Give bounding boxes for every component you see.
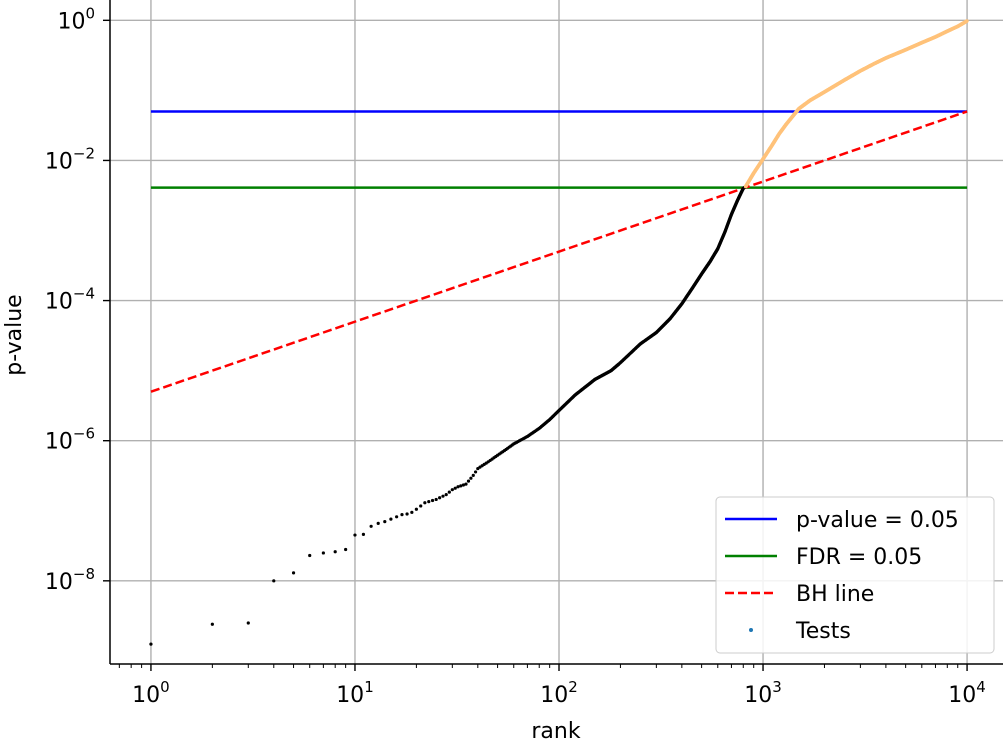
test-point	[473, 470, 478, 474]
x-axis-label: rank	[531, 719, 580, 743]
x-tick-label-base: 10	[744, 683, 772, 708]
test-point	[210, 622, 214, 626]
test-point	[333, 550, 337, 554]
axes-frame	[109, 0, 1003, 665]
test-point	[444, 493, 448, 497]
test-point	[434, 497, 438, 502]
test-point	[965, 19, 969, 23]
legend-swatch-tests	[749, 628, 753, 632]
y-tick-label: 100	[57, 4, 95, 34]
y-tick-label: 10−4	[45, 285, 95, 315]
test-point	[389, 517, 393, 521]
legend: p-value = 0.05 FDR = 0.05 BH line Tests	[715, 496, 995, 654]
test-point	[361, 532, 366, 536]
x-tick-label-exponent: 2	[568, 678, 578, 696]
test-point	[383, 520, 387, 524]
test-point	[149, 642, 153, 646]
test-point	[395, 515, 399, 519]
x-tick-label-base: 10	[336, 683, 364, 708]
x-axis-ticks: 100 101 102 103 104	[132, 664, 986, 708]
bh-line	[150, 110, 968, 393]
test-point	[441, 494, 445, 498]
y-axis-label: p-value	[2, 294, 27, 375]
x-tick-label-exponent: 3	[772, 678, 782, 696]
test-point	[272, 579, 276, 583]
y-tick-label: 10−6	[45, 425, 95, 455]
legend-label-tests: Tests	[795, 619, 851, 644]
x-tick-label: 104	[948, 678, 986, 708]
test-point	[464, 482, 468, 486]
test-point	[344, 547, 348, 552]
x-tick-label: 101	[336, 678, 374, 708]
y-tick-label-exponent: −6	[73, 425, 95, 443]
y-tick-label: 10−2	[45, 144, 95, 174]
test-point	[438, 496, 442, 500]
test-point	[471, 473, 475, 477]
test-point	[423, 501, 427, 505]
reference-lines	[150, 110, 968, 393]
x-tick-label-base: 10	[540, 683, 568, 708]
test-point	[466, 479, 471, 483]
test-point	[405, 512, 409, 516]
test-point	[369, 524, 373, 528]
test-points	[149, 19, 969, 646]
y-tick-label-base: 10	[45, 430, 73, 455]
x-tick-label: 100	[132, 678, 170, 708]
y-tick-label-base: 10	[57, 9, 85, 34]
test-point	[450, 488, 454, 492]
y-tick-label-base: 10	[45, 149, 73, 174]
test-point	[459, 484, 463, 488]
test-point	[469, 476, 473, 480]
x-tick-label-base: 10	[948, 683, 976, 708]
test-point	[353, 533, 357, 537]
legend-box	[715, 496, 995, 654]
y-tick-label-exponent: −2	[73, 144, 95, 162]
legend-label-fdr: FDR = 0.05	[796, 545, 922, 570]
x-tick-label: 102	[540, 678, 578, 708]
x-tick-label-exponent: 1	[364, 678, 374, 696]
test-point	[453, 486, 457, 490]
minor-ticks	[118, 664, 959, 668]
y-tick-label-base: 10	[45, 290, 73, 315]
y-tick-label-exponent: −4	[73, 285, 95, 303]
test-point	[447, 490, 451, 494]
test-point	[308, 553, 312, 558]
test-point	[400, 513, 404, 517]
test-point	[427, 500, 431, 504]
test-point	[321, 551, 325, 555]
test-point	[246, 621, 250, 625]
y-tick-label-exponent: 0	[85, 4, 95, 22]
x-tick-label: 103	[744, 678, 782, 708]
legend-label-bh: BH line	[796, 582, 874, 607]
x-tick-label-base: 10	[132, 683, 160, 708]
test-point	[461, 483, 466, 487]
test-point	[456, 485, 460, 489]
y-tick-label-base: 10	[45, 570, 73, 595]
test-point	[376, 521, 380, 526]
y-tick-label-exponent: −8	[73, 565, 95, 583]
x-tick-label-exponent: 4	[976, 678, 986, 696]
test-point	[419, 504, 423, 508]
y-tick-label: 10−8	[45, 565, 95, 595]
test-point	[410, 510, 414, 514]
legend-label-pvalue: p-value = 0.05	[796, 508, 959, 533]
x-tick-label-exponent: 0	[160, 678, 170, 696]
test-point	[414, 507, 418, 511]
test-point	[430, 498, 435, 503]
test-point	[291, 571, 296, 575]
